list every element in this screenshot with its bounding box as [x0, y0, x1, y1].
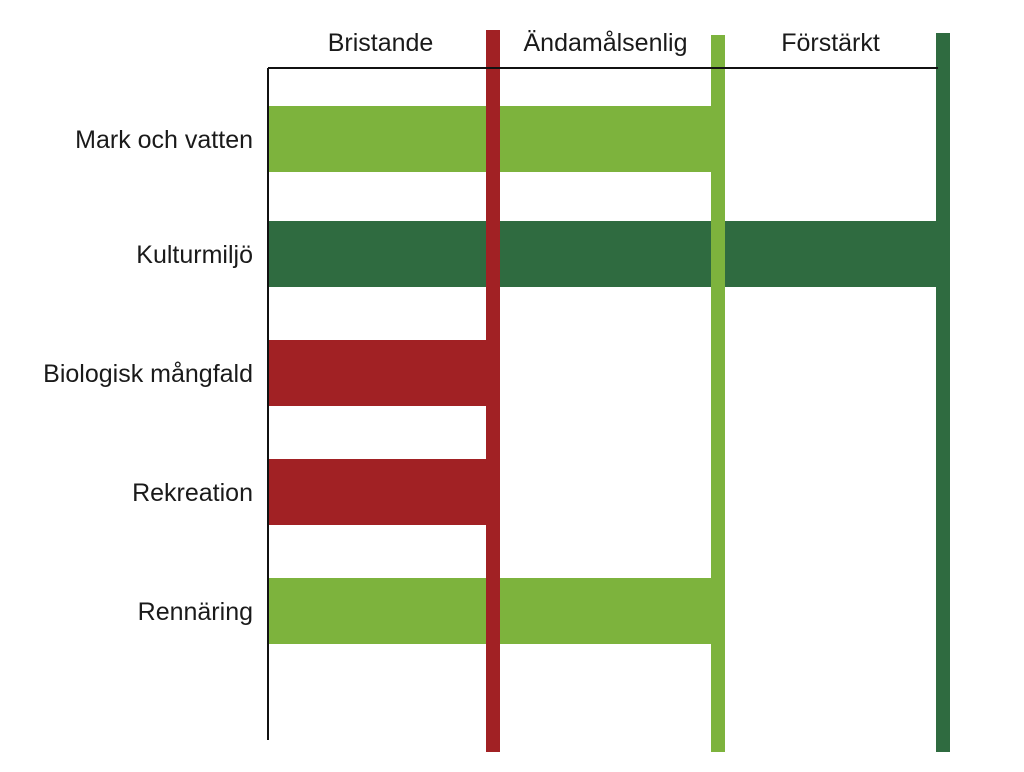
level-marker-1	[486, 30, 500, 752]
category-label-3: Biologisk mångfald	[43, 360, 253, 388]
category-label-2: Kulturmiljö	[136, 241, 253, 269]
level-label-2: Ändamålsenlig	[524, 29, 688, 57]
category-label-1: Mark och vatten	[75, 126, 253, 154]
category-label-5: Rennäring	[138, 598, 253, 626]
bar-4	[268, 459, 500, 525]
level-marker-2	[711, 35, 725, 752]
level-markers-layer	[486, 30, 950, 752]
level-label-1: Bristande	[328, 29, 434, 57]
labels-layer: Bristande Ändamålsenlig Förstärkt Mark och …	[43, 29, 880, 626]
bar-3	[268, 340, 500, 406]
level-label-3: Förstärkt	[781, 29, 880, 57]
category-label-4: Rekreation	[132, 479, 253, 507]
bars-layer	[268, 106, 950, 644]
level-marker-3	[936, 33, 950, 752]
axes-layer	[267, 67, 938, 740]
bar-2	[268, 221, 950, 287]
